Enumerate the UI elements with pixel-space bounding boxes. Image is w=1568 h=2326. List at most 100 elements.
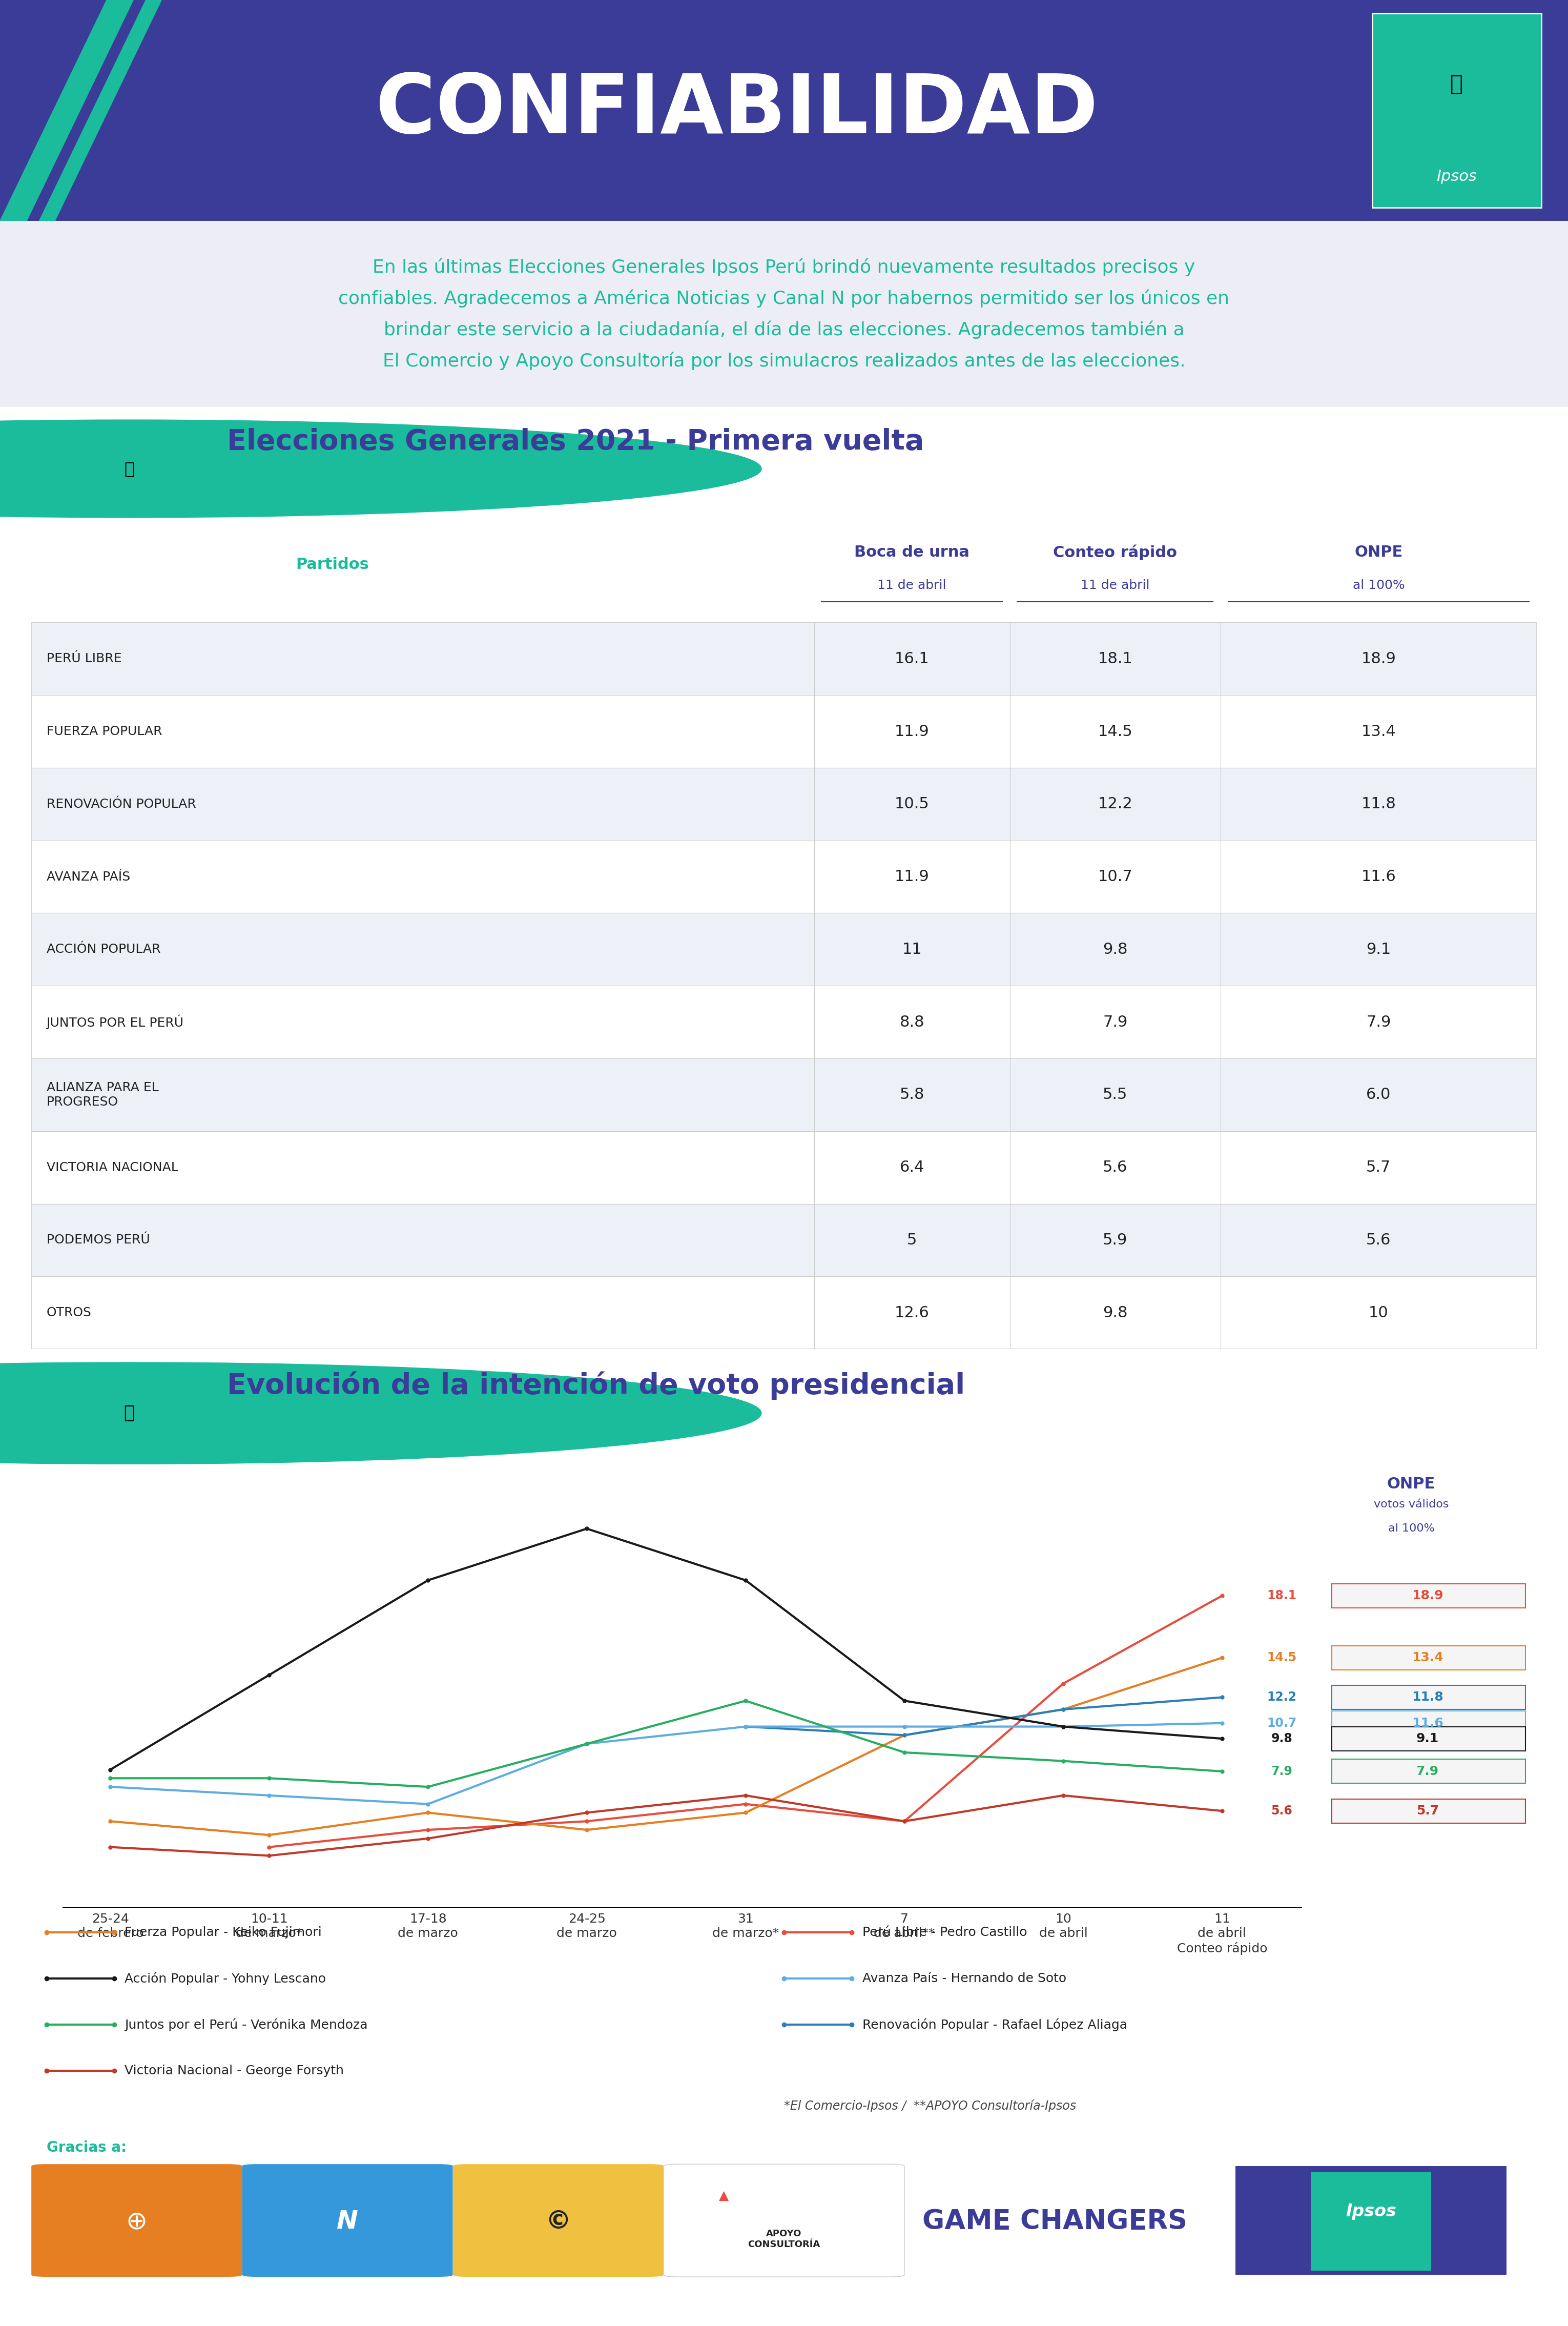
FancyBboxPatch shape (663, 2163, 905, 2277)
Text: votos válidos: votos válidos (1374, 1500, 1449, 1510)
Text: APOYO
CONSULTORÍA: APOYO CONSULTORÍA (748, 2228, 820, 2249)
Text: Ipsos: Ipsos (1345, 2203, 1397, 2219)
Text: JUNTOS POR EL PERÚ: JUNTOS POR EL PERÚ (47, 1014, 183, 1030)
Text: 📊: 📊 (124, 461, 135, 477)
Text: 11.6: 11.6 (1361, 870, 1396, 884)
Text: (Votos válidos %): (Votos válidos %) (227, 486, 412, 509)
Text: 5.6: 5.6 (1272, 1805, 1292, 1817)
Bar (1331, 1798, 1526, 1824)
Bar (1331, 1712, 1526, 1735)
Bar (31, 840, 1537, 914)
Text: Boca de urna: Boca de urna (855, 544, 969, 561)
Text: (Votos válidos %): (Votos válidos %) (227, 1433, 412, 1454)
Text: 7.9: 7.9 (1272, 1765, 1292, 1777)
Text: 5.7: 5.7 (1366, 1161, 1391, 1175)
Text: RENOVACIÓN POPULAR: RENOVACIÓN POPULAR (47, 798, 196, 809)
FancyBboxPatch shape (453, 2163, 663, 2277)
Text: 5.6: 5.6 (1102, 1161, 1127, 1175)
Text: 18.1: 18.1 (1098, 651, 1132, 665)
Text: 5.7: 5.7 (1416, 1805, 1439, 1817)
Text: 11.9: 11.9 (895, 870, 930, 884)
Polygon shape (0, 0, 133, 221)
Text: ALIANZA PARA EL
PROGRESO: ALIANZA PARA EL PROGRESO (47, 1082, 158, 1107)
Text: Renovación Popular - Rafael López Aliaga: Renovación Popular - Rafael López Aliaga (862, 2019, 1127, 2031)
Text: Partidos: Partidos (296, 558, 368, 572)
Text: 18.1: 18.1 (1267, 1589, 1297, 1603)
Text: 5.6: 5.6 (1366, 1233, 1391, 1247)
FancyBboxPatch shape (1372, 14, 1541, 207)
Text: 🌳: 🌳 (1450, 72, 1463, 95)
Bar (31, 1058, 1537, 1130)
Text: Elecciones Generales 2021 - Primera vuelta: Elecciones Generales 2021 - Primera vuel… (227, 428, 924, 456)
Text: 12.2: 12.2 (1267, 1691, 1297, 1703)
Text: 8.8: 8.8 (900, 1014, 925, 1030)
Text: 5.5: 5.5 (1102, 1086, 1127, 1103)
Text: ©: © (546, 2210, 571, 2233)
Text: VICTORIA NACIONAL: VICTORIA NACIONAL (47, 1161, 179, 1175)
FancyBboxPatch shape (31, 2163, 241, 2277)
Text: 9.1: 9.1 (1416, 1733, 1439, 1745)
Text: 10.7: 10.7 (1267, 1717, 1297, 1728)
Text: Perú Libre - Pedro Castillo: Perú Libre - Pedro Castillo (862, 1926, 1027, 1938)
Polygon shape (39, 0, 162, 221)
Text: 14.5: 14.5 (1267, 1651, 1297, 1663)
Text: al 100%: al 100% (1388, 1524, 1435, 1533)
Text: Fuerza Popular - Keiko Fujimori: Fuerza Popular - Keiko Fujimori (125, 1926, 321, 1938)
Text: FUERZA POPULAR: FUERZA POPULAR (47, 726, 162, 737)
Bar (31, 1205, 1537, 1277)
Text: 13.4: 13.4 (1411, 1651, 1443, 1663)
Text: ONPE: ONPE (1388, 1477, 1435, 1491)
Text: 18.9: 18.9 (1361, 651, 1396, 665)
Text: Gracias a:: Gracias a: (47, 2140, 127, 2154)
Text: 7.9: 7.9 (1102, 1014, 1127, 1030)
Text: 18.9: 18.9 (1411, 1589, 1443, 1603)
Text: Juntos por el Perú - Verónika Mendoza: Juntos por el Perú - Verónika Mendoza (125, 2019, 368, 2031)
Circle shape (0, 1363, 762, 1463)
Text: 6.4: 6.4 (900, 1161, 925, 1175)
Text: ▲: ▲ (718, 2189, 729, 2203)
Text: 9.8: 9.8 (1102, 1305, 1127, 1321)
Bar (31, 986, 1537, 1058)
Circle shape (0, 419, 762, 516)
Bar (31, 1277, 1537, 1349)
Bar (1331, 1686, 1526, 1710)
Text: 9.8: 9.8 (1102, 942, 1127, 956)
Text: 16.1: 16.1 (895, 651, 930, 665)
Text: Acción Popular - Yohny Lescano: Acción Popular - Yohny Lescano (125, 1972, 326, 1984)
Text: ACCIÓN POPULAR: ACCIÓN POPULAR (47, 944, 160, 956)
Text: 7.9: 7.9 (1366, 1014, 1391, 1030)
Text: GAME CHANGERS: GAME CHANGERS (922, 2207, 1187, 2235)
Text: ⊕: ⊕ (125, 2210, 147, 2233)
Bar (1331, 1647, 1526, 1670)
Bar (31, 768, 1537, 840)
Text: 11.8: 11.8 (1361, 798, 1396, 812)
Text: Ipsos: Ipsos (1436, 170, 1477, 184)
Text: PERÚ LIBRE: PERÚ LIBRE (47, 654, 122, 665)
Text: N: N (337, 2210, 358, 2233)
Bar (31, 914, 1537, 986)
Text: 7.9: 7.9 (1416, 1765, 1439, 1777)
Text: 12.6: 12.6 (895, 1305, 930, 1321)
Text: 5.8: 5.8 (900, 1086, 925, 1103)
Text: 10: 10 (1369, 1305, 1389, 1321)
FancyBboxPatch shape (241, 2163, 453, 2277)
Text: PODEMOS PERÚ: PODEMOS PERÚ (47, 1233, 151, 1247)
Text: 📈: 📈 (124, 1405, 135, 1421)
Text: 9.1: 9.1 (1366, 942, 1391, 956)
Text: *El Comercio-Ipsos /  **APOYO Consultoría-Ipsos: *El Comercio-Ipsos / **APOYO Consultoría… (784, 2100, 1076, 2112)
Text: 11.8: 11.8 (1411, 1691, 1443, 1703)
Bar (31, 623, 1537, 695)
Text: 10.7: 10.7 (1098, 870, 1132, 884)
Text: 11.9: 11.9 (895, 723, 930, 740)
Text: ONPE: ONPE (1355, 544, 1403, 561)
Text: 14.5: 14.5 (1098, 723, 1132, 740)
Text: 5: 5 (906, 1233, 917, 1247)
Bar (1331, 1726, 1526, 1751)
Text: En las últimas Elecciones Generales Ipsos Perú brindó nuevamente resultados prec: En las últimas Elecciones Generales Ipso… (339, 258, 1229, 370)
Text: Conteo rápido: Conteo rápido (1054, 544, 1178, 561)
Text: 9.8: 9.8 (1272, 1733, 1292, 1745)
Text: Avanza País - Hernando de Soto: Avanza País - Hernando de Soto (862, 1972, 1066, 1984)
Text: 11: 11 (902, 942, 922, 956)
Text: 12.2: 12.2 (1098, 798, 1132, 812)
FancyBboxPatch shape (1311, 2172, 1432, 2270)
